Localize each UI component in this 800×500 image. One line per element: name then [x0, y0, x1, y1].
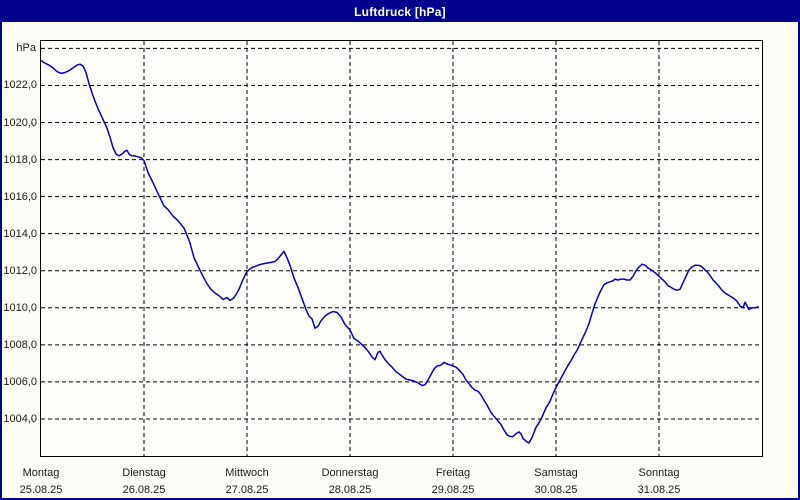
day-name-label: Samstag	[534, 467, 578, 479]
day-date-label: 25.08.25	[19, 484, 63, 496]
y-tick-label: 1006,0	[3, 375, 37, 388]
x-day-label: Donnerstag 28.08.25	[298, 466, 402, 497]
title-bar[interactable]: Luftdruck [hPa]	[2, 2, 798, 22]
day-date-label: 26.08.25	[122, 484, 166, 496]
pressure-series-line	[41, 59, 759, 444]
y-axis-unit-label: hPa	[16, 42, 36, 55]
pressure-line-chart	[41, 41, 762, 456]
x-day-label: Samstag 30.08.25	[504, 466, 608, 497]
x-day-label: Montag 25.08.25	[2, 466, 93, 497]
day-date-label: 28.08.25	[328, 484, 372, 496]
day-date-label: 31.08.25	[637, 484, 681, 496]
day-name-label: Sonntag	[638, 467, 680, 479]
chart-plot-area	[40, 40, 763, 457]
day-name-label: Montag	[22, 467, 60, 479]
y-tick-label: 1014,0	[3, 227, 37, 240]
day-name-label: Donnerstag	[321, 467, 379, 479]
day-name-label: Mittwoch	[225, 467, 269, 479]
y-tick-label: 1018,0	[3, 153, 37, 166]
day-name-label: Freitag	[435, 467, 471, 479]
day-name-label: Dienstag	[122, 467, 166, 479]
y-tick-label: 1004,0	[3, 412, 37, 425]
day-date-label: 29.08.25	[431, 484, 475, 496]
x-day-label: Sonntag 31.08.25	[607, 466, 711, 497]
y-tick-label: 1010,0	[3, 301, 37, 314]
x-day-label: Dienstag 26.08.25	[92, 466, 196, 497]
y-tick-label: 1022,0	[3, 79, 37, 92]
y-tick-label: 1016,0	[3, 190, 37, 203]
y-tick-label: 1012,0	[3, 264, 37, 277]
window-title: Luftdruck [hPa]	[354, 5, 446, 19]
x-day-label: Mittwoch 27.08.25	[195, 466, 299, 497]
y-tick-label: 1020,0	[3, 116, 37, 129]
x-day-label: Freitag 29.08.25	[401, 466, 505, 497]
y-tick-label: 1008,0	[3, 338, 37, 351]
day-date-label: 30.08.25	[534, 484, 578, 496]
day-date-label: 27.08.25	[225, 484, 269, 496]
